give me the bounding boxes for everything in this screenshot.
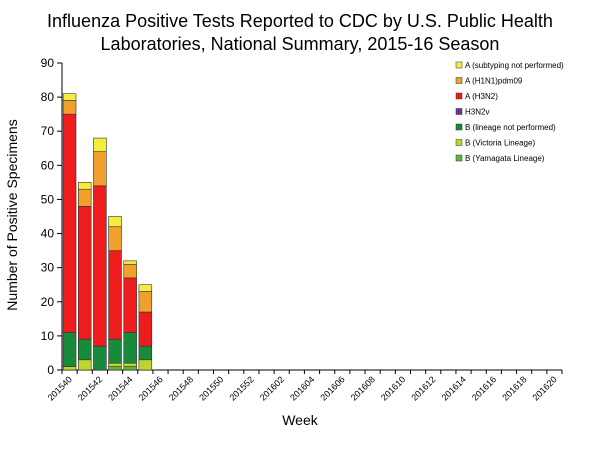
- y-tick-label: 40: [41, 227, 55, 241]
- bar-segment: [77, 359, 92, 371]
- legend-swatch: [455, 108, 463, 115]
- legend-label: A (subtyping not performed): [465, 61, 564, 70]
- legend-label: A (H1N1)pdm09: [465, 77, 523, 86]
- y-tick-label: 10: [41, 329, 55, 343]
- x-tick-label: 201614: [440, 374, 468, 402]
- bar-segment: [93, 137, 107, 152]
- bar-segment: [62, 332, 77, 367]
- bar-segment: [62, 93, 77, 101]
- x-axis-label: Week: [282, 412, 319, 428]
- bar-segment: [123, 277, 137, 333]
- x-tick-label: 201608: [349, 374, 377, 402]
- bar-segment: [108, 366, 122, 371]
- y-tick-label: 0: [47, 363, 54, 377]
- bar-segment: [77, 182, 92, 190]
- y-tick-label: 30: [41, 261, 55, 275]
- x-tick-label: 201546: [137, 374, 165, 402]
- legend-label: B (Yamagata Lineage): [465, 154, 545, 163]
- legend-label: B (lineage not performed): [465, 123, 556, 132]
- bar-segment: [138, 311, 153, 347]
- x-tick-label: 201550: [197, 374, 225, 402]
- legend-swatch: [455, 61, 463, 69]
- x-tick-label: 201544: [106, 374, 134, 402]
- y-tick-label: 20: [41, 295, 55, 309]
- x-tick-label: 201552: [227, 374, 255, 402]
- chart-title-line-2: Laboratories, National Summary, 2015-16 …: [101, 34, 500, 54]
- legend: A (subtyping not performed) A (H1N1)pdm09…: [455, 61, 564, 163]
- bar-segment: [108, 226, 122, 251]
- bar-segment: [123, 332, 137, 364]
- bar-segment: [62, 100, 77, 115]
- bar-segment: [62, 113, 77, 333]
- x-tick-label: 201548: [167, 374, 195, 402]
- bar-segment: [77, 188, 92, 207]
- bar-segment: [108, 250, 122, 340]
- x-tick-label: 201540: [46, 374, 74, 402]
- bar-segment: [138, 359, 153, 371]
- bar-segment: [123, 260, 137, 265]
- bar-segment: [108, 362, 122, 367]
- x-tick-label: 201604: [288, 374, 316, 402]
- y-tick-label: 50: [41, 192, 55, 206]
- y-tick-label: 90: [41, 56, 55, 70]
- bar-segment: [123, 366, 137, 371]
- x-tick-label: 201542: [76, 374, 104, 402]
- bar-segment: [138, 291, 153, 313]
- bar-segment: [138, 345, 153, 361]
- x-tick-label: 201602: [258, 374, 286, 402]
- x-tick-label: 201620: [531, 374, 559, 402]
- bar-segment: [108, 216, 122, 228]
- legend-swatch: [455, 92, 463, 100]
- y-tick-label: 70: [41, 124, 55, 138]
- chart-title-line-1: Influenza Positive Tests Reported to CDC…: [47, 11, 553, 31]
- y-axis-label: Number of Positive Specimens: [4, 119, 20, 310]
- x-tick-label: 201606: [318, 374, 346, 402]
- bar-segment: [123, 362, 137, 367]
- x-tick-label: 201610: [379, 374, 407, 402]
- bar-segment: [93, 151, 107, 187]
- bar-segment: [123, 263, 137, 279]
- legend-label: H3N2v: [465, 108, 489, 117]
- legend-swatch: [455, 139, 463, 146]
- legend-swatch: [455, 77, 463, 84]
- y-tick-label: 60: [41, 158, 55, 172]
- y-tick-label: 80: [41, 90, 55, 104]
- bar-segment: [77, 338, 92, 361]
- legend-label: A (H3N2): [465, 92, 498, 101]
- x-tick-label: 201616: [470, 374, 498, 402]
- legend-label: B (Victoria Lineage): [465, 139, 535, 148]
- x-tick-label: 201612: [409, 374, 437, 402]
- bar-segment: [93, 185, 107, 347]
- bar-segment: [93, 345, 107, 371]
- bar-segment: [77, 205, 92, 340]
- bar-segment: [62, 366, 77, 371]
- legend-swatch: [455, 123, 463, 131]
- legend-swatch: [455, 154, 463, 162]
- x-tick-label: 201618: [500, 374, 528, 402]
- bar-segment: [138, 284, 153, 292]
- bar-segment: [108, 338, 122, 364]
